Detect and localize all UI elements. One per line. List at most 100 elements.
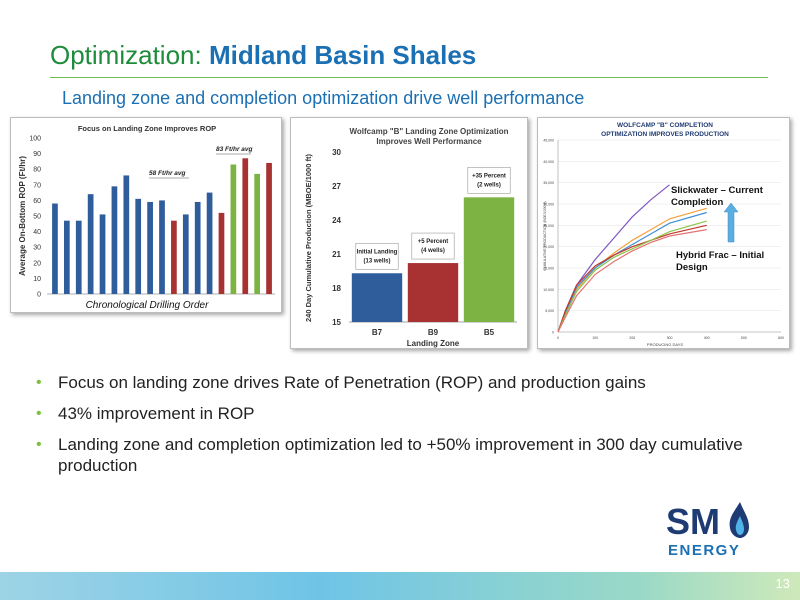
x-tick-label: B5	[484, 328, 495, 337]
data-label: (13 wells)	[363, 258, 390, 264]
y-tick-label: 30	[332, 148, 341, 157]
y-tick-label: 60	[33, 198, 41, 205]
bar	[171, 220, 177, 294]
y-tick-label: 70	[33, 182, 41, 189]
title-divider	[50, 77, 768, 78]
chart-title: WOLFCAMP "B" COMPLETION	[617, 122, 713, 129]
data-label: (2 wells)	[477, 182, 501, 188]
y-tick-label: 100	[29, 136, 41, 143]
x-tick-label: 100	[592, 336, 598, 340]
y-tick-label: 45,000	[543, 139, 554, 143]
bar	[63, 220, 70, 294]
bar	[99, 214, 106, 294]
annotation: 83 Ft/hr avg	[216, 146, 253, 153]
bullet-dot-icon: •	[36, 436, 42, 453]
x-tick-label: 300	[667, 336, 673, 340]
completion-chart: WOLFCAMP "B" COMPLETION OPTIMIZATION IMPR…	[543, 122, 784, 347]
data-label: Initial Landing	[357, 249, 398, 255]
y-tick-label: 18	[332, 284, 341, 293]
bar	[123, 175, 130, 294]
bullet-item: • 43% improvement in ROP	[36, 403, 756, 424]
data-label: (4 wells)	[421, 248, 445, 254]
y-tick-label: 15	[332, 318, 341, 327]
annotation: Slickwater – Current	[671, 185, 764, 196]
sm-energy-logo: SM ENERGY	[666, 501, 749, 559]
bar	[111, 186, 118, 294]
annotation: 58 Ft/hr avg	[149, 170, 186, 177]
x-tick-label: 200	[629, 336, 635, 340]
bar	[218, 212, 225, 294]
landing-zone-chart-panel: Wolfcamp "B" Landing Zone Optimization Im…	[290, 117, 528, 349]
y-tick-label: 35,000	[543, 181, 554, 185]
annotation: Completion	[671, 197, 723, 208]
y-tick-label: 50	[33, 214, 41, 221]
bar	[230, 164, 237, 294]
x-tick-label: B9	[428, 328, 439, 337]
bullet-list: • Focus on landing zone drives Rate of Pe…	[36, 372, 756, 486]
series-line	[557, 224, 707, 333]
landing-zone-chart: Wolfcamp "B" Landing Zone OptimizationIm…	[304, 127, 517, 348]
bar	[182, 214, 189, 294]
data-label-box	[355, 242, 399, 270]
bullet-text: Landing zone and completion optimization…	[58, 435, 743, 475]
chart-title: Improves Well Performance	[376, 137, 482, 146]
data-label: +5 Percent	[418, 239, 449, 245]
x-axis-label: PRODUCING DAYS	[647, 342, 683, 347]
y-tick-label: 40	[33, 229, 41, 236]
data-label-box	[467, 167, 511, 194]
series-line	[557, 220, 707, 333]
bar	[242, 158, 249, 294]
x-tick-label: 600	[778, 336, 784, 340]
annotation: Design	[676, 262, 708, 273]
title-prefix: Optimization:	[50, 40, 202, 70]
rop-chart: Focus on Landing Zone Improves ROP 0 10 20 3…	[18, 124, 275, 311]
logo-text-bottom: ENERGY	[668, 542, 740, 559]
bullet-text: Focus on landing zone drives Rate of Pen…	[58, 373, 646, 392]
bar	[194, 201, 201, 294]
rop-chart-panel: Focus on Landing Zone Improves ROP 0 10 20 3…	[10, 117, 282, 313]
bullet-dot-icon: •	[36, 405, 42, 422]
bar	[351, 273, 403, 322]
bar	[206, 192, 213, 294]
chart-title: Focus on Landing Zone Improves ROP	[78, 124, 216, 133]
bar	[407, 263, 459, 322]
y-tick-label: 10	[33, 276, 41, 283]
x-tick-label: 400	[704, 336, 710, 340]
series-line	[557, 184, 670, 333]
bullet-item: • Focus on landing zone drives Rate of Pe…	[36, 372, 756, 393]
x-axis-label: Landing Zone	[407, 339, 460, 348]
data-label-box	[411, 232, 455, 260]
y-tick-label: 0	[37, 292, 41, 299]
y-tick-label: 90	[33, 151, 41, 158]
series-line	[557, 229, 707, 333]
x-tick-label: 500	[741, 336, 747, 340]
title-bold: Midland Basin Shales	[208, 40, 477, 70]
y-axis-label: Average On-Bottom ROP (Ft/hr)	[18, 156, 27, 276]
x-tick-label: 0	[557, 336, 559, 340]
bullet-dot-icon: •	[36, 374, 42, 391]
annotation: Hybrid Frac – Initial	[676, 250, 764, 261]
bar	[266, 162, 272, 294]
y-tick-label: 5,000	[545, 309, 554, 313]
bar	[159, 200, 165, 294]
footer-bar	[0, 572, 800, 600]
y-axis-label: CUMULATIVE PRODUCTION (BOE/1000 ft)	[543, 201, 547, 270]
logo-text-top: SM	[666, 501, 720, 542]
y-axis-label: 240 Day Cumulative Production (MBOE/1000…	[304, 154, 313, 322]
chart-title: Wolfcamp "B" Landing Zone Optimization	[350, 127, 509, 136]
bar	[52, 203, 58, 294]
y-tick-label: 15,000	[543, 267, 554, 271]
y-tick-label: 25,000	[543, 224, 554, 228]
flame-icon	[729, 502, 749, 538]
x-axis-label: Chronological Drilling Order	[86, 300, 209, 311]
slide-title: Optimization: Midland Basin Shales	[50, 40, 476, 71]
arrow-up-icon	[723, 202, 739, 243]
y-tick-label: 21	[332, 250, 341, 259]
bullet-text: 43% improvement in ROP	[58, 404, 255, 423]
y-tick-label: 24	[332, 216, 341, 225]
chart-title: OPTIMIZATION IMPROVES PRODUCTION	[601, 131, 729, 138]
bar	[254, 173, 261, 294]
y-tick-label: 40,000	[543, 160, 554, 164]
bar	[463, 197, 515, 322]
page-number: 13	[775, 576, 790, 591]
